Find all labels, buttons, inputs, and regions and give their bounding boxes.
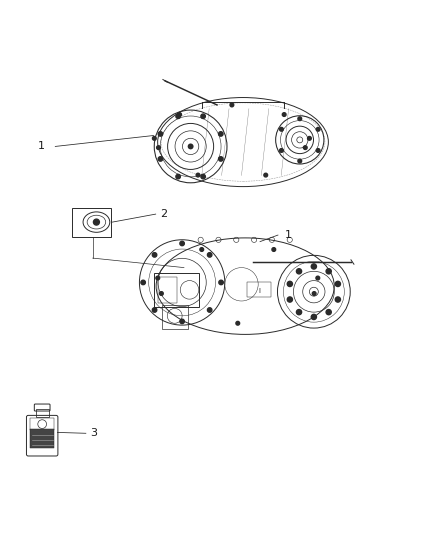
Circle shape: [264, 173, 268, 177]
Circle shape: [201, 114, 205, 118]
Circle shape: [304, 146, 307, 149]
Text: 1: 1: [37, 141, 44, 151]
Bar: [247, 282, 271, 297]
Circle shape: [200, 248, 204, 252]
Text: 1: 1: [285, 230, 292, 240]
Circle shape: [158, 157, 162, 161]
Circle shape: [335, 281, 340, 287]
Circle shape: [335, 297, 340, 302]
Bar: [154, 273, 199, 306]
Text: 2: 2: [160, 209, 167, 219]
Circle shape: [279, 127, 283, 131]
Circle shape: [311, 314, 316, 320]
Circle shape: [158, 132, 162, 136]
Circle shape: [279, 149, 283, 152]
Circle shape: [93, 219, 99, 225]
Circle shape: [152, 136, 156, 140]
Circle shape: [141, 280, 145, 285]
Circle shape: [311, 264, 316, 269]
Bar: [162, 305, 187, 329]
Circle shape: [312, 292, 316, 295]
Circle shape: [176, 174, 180, 179]
Circle shape: [298, 117, 302, 120]
Circle shape: [178, 112, 181, 116]
Circle shape: [208, 308, 212, 312]
Circle shape: [156, 276, 159, 280]
Circle shape: [297, 310, 302, 314]
Circle shape: [326, 310, 331, 314]
Circle shape: [297, 269, 302, 274]
Circle shape: [272, 248, 276, 252]
Circle shape: [180, 241, 184, 246]
Text: 3: 3: [90, 429, 97, 438]
Circle shape: [283, 112, 286, 116]
Circle shape: [316, 276, 320, 280]
Circle shape: [236, 321, 240, 325]
Bar: [35, 409, 49, 417]
Circle shape: [208, 253, 212, 257]
Circle shape: [157, 146, 160, 149]
Circle shape: [152, 253, 157, 257]
Bar: [158, 277, 177, 303]
Bar: [72, 208, 111, 237]
Circle shape: [176, 114, 180, 118]
Circle shape: [201, 174, 205, 179]
Circle shape: [187, 143, 194, 149]
Circle shape: [219, 280, 223, 285]
Bar: [30, 418, 54, 430]
Circle shape: [316, 149, 320, 152]
Circle shape: [316, 127, 320, 131]
Circle shape: [152, 308, 157, 312]
Circle shape: [326, 269, 331, 274]
Circle shape: [307, 136, 311, 140]
Circle shape: [159, 292, 163, 295]
Text: I: I: [258, 288, 260, 294]
Circle shape: [180, 319, 184, 324]
Circle shape: [230, 103, 234, 107]
Circle shape: [196, 173, 200, 177]
Circle shape: [219, 132, 223, 136]
Circle shape: [287, 297, 293, 302]
Bar: [30, 430, 54, 448]
Circle shape: [219, 157, 223, 161]
Circle shape: [287, 281, 293, 287]
Circle shape: [298, 159, 302, 163]
